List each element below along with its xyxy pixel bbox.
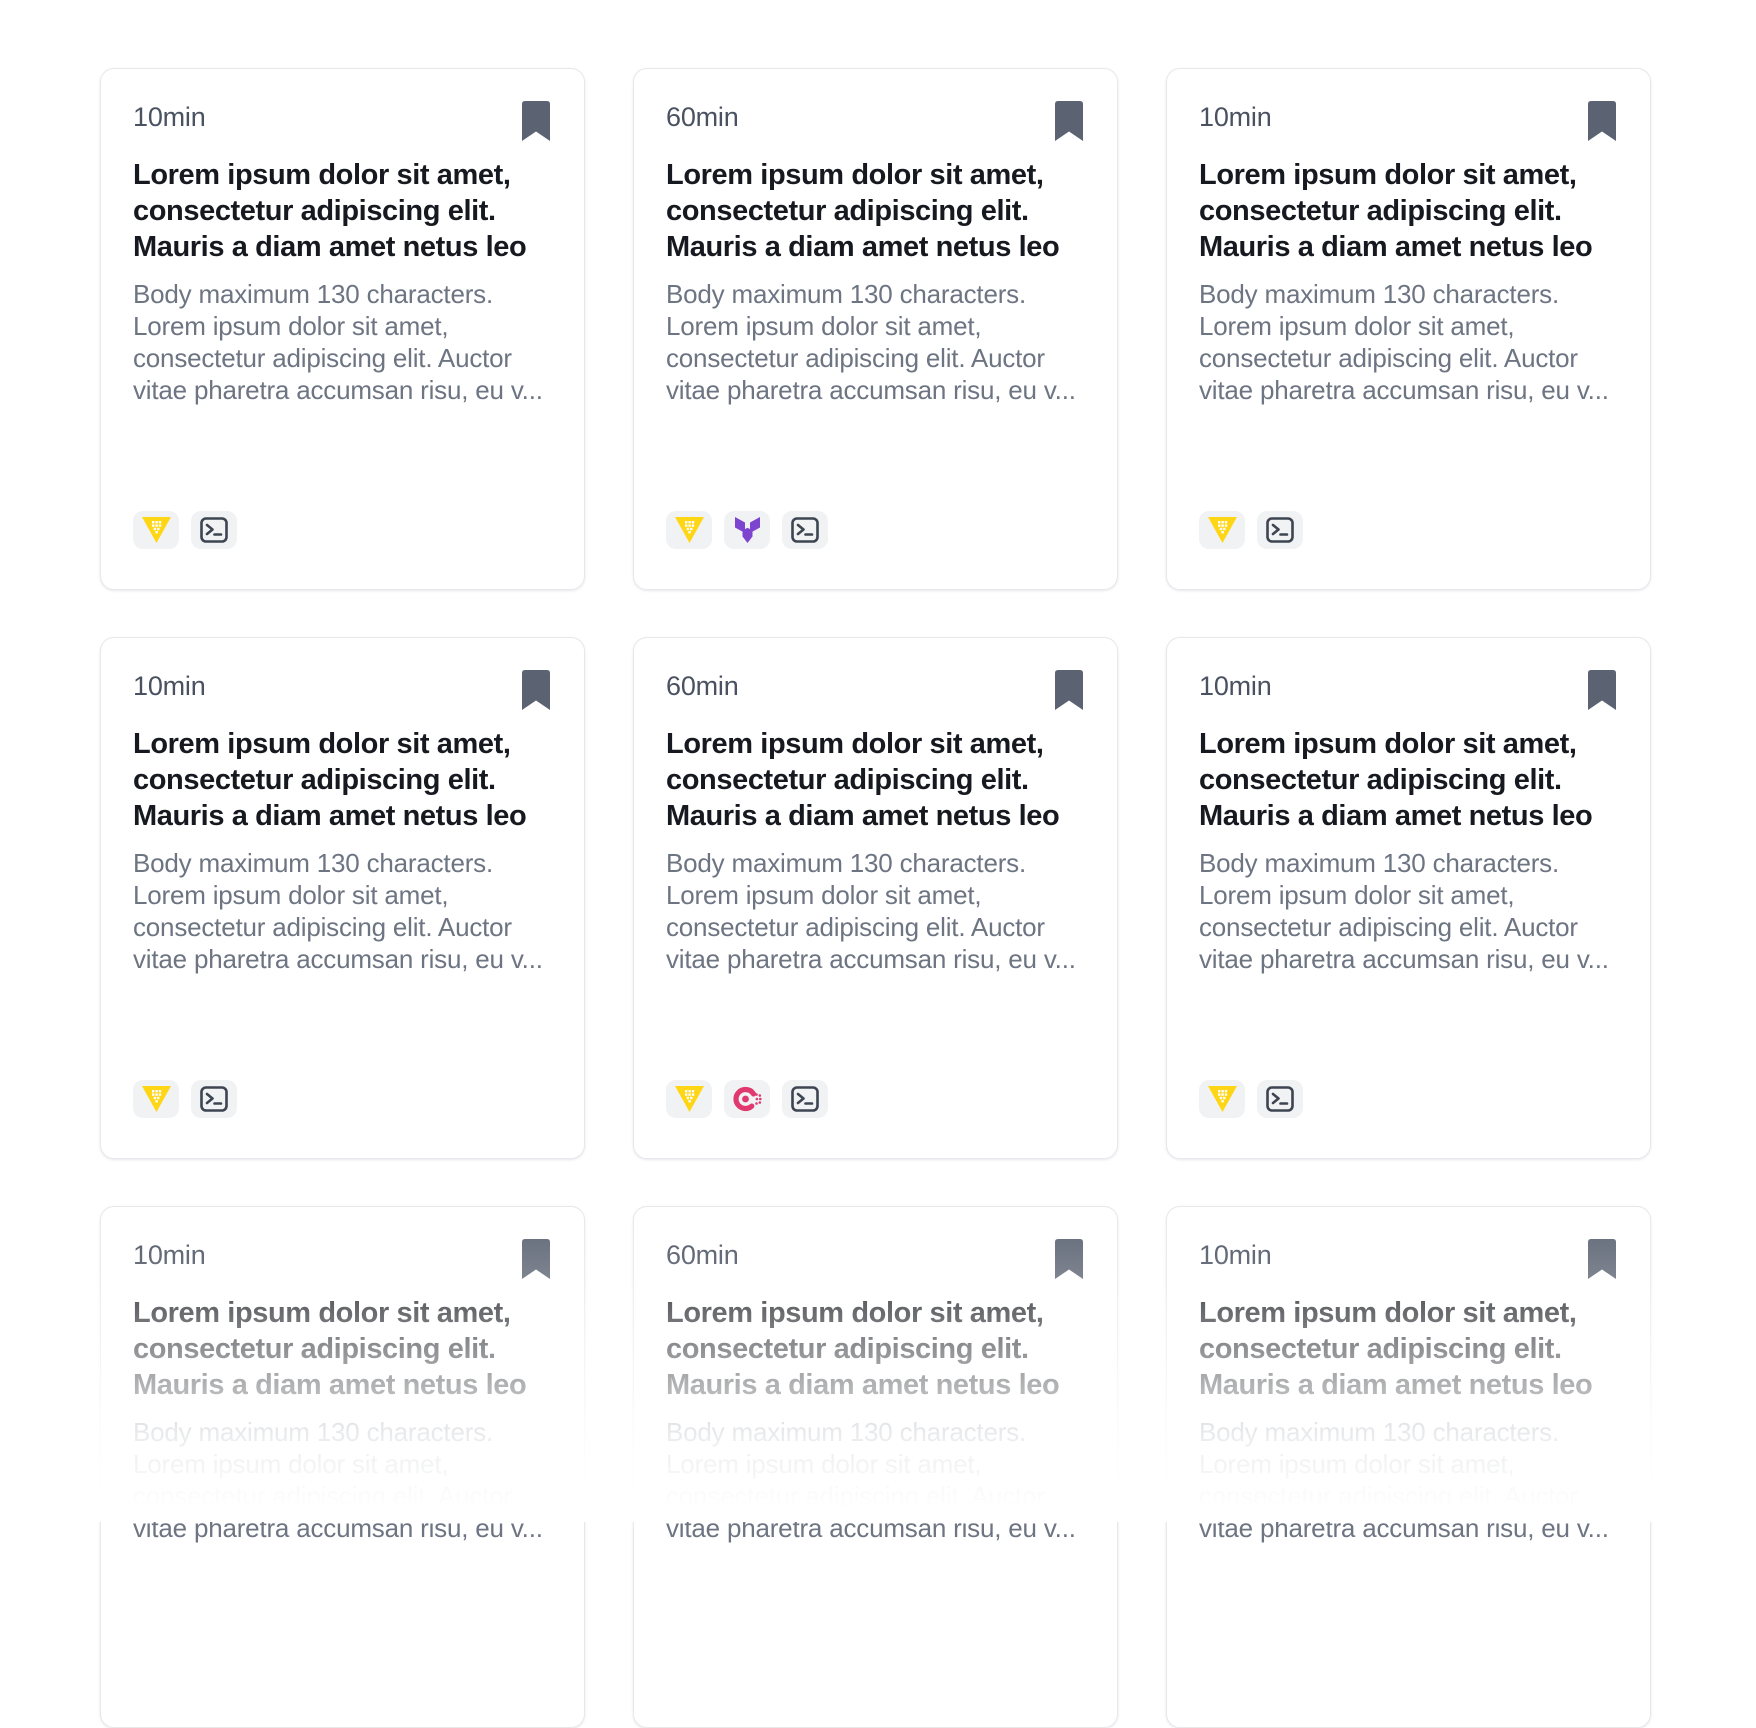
card-body: Body maximum 130 characters. Lorem ipsum…: [666, 279, 1076, 405]
bookmark-icon: [1055, 670, 1083, 710]
instruqt-icon: [141, 1086, 171, 1112]
track-card[interactable]: 10min Lorem ipsum dolor sit amet, consec…: [100, 637, 585, 1159]
terminal-badge: [1257, 511, 1303, 549]
bookmark-button[interactable]: [522, 101, 550, 141]
track-card[interactable]: 60min Lorem ipsum dolor sit amet, consec…: [633, 68, 1118, 590]
terminal-icon: [1266, 1086, 1294, 1112]
card-body: Body maximum 130 characters. Lorem ipsum…: [133, 279, 543, 405]
bookmark-button[interactable]: [1588, 670, 1616, 710]
terraform-badge: [724, 511, 770, 549]
instruqt-icon: [1207, 1086, 1237, 1112]
instruqt-icon: [141, 517, 171, 543]
card-header: 60min: [666, 668, 1085, 712]
card-body: Body maximum 130 characters. Lorem ipsum…: [1199, 279, 1609, 405]
instruqt-badge: [133, 1080, 179, 1118]
card-title: Lorem ipsum dolor sit amet, consectetur …: [133, 159, 527, 263]
duration-label: 10min: [133, 1240, 206, 1270]
bookmark-button[interactable]: [522, 670, 550, 710]
instruqt-badge: [666, 1080, 712, 1118]
bookmark-icon: [522, 1239, 550, 1279]
bookmark-button[interactable]: [1588, 101, 1616, 141]
bookmark-button[interactable]: [522, 1239, 550, 1279]
card-body: Body maximum 130 characters. Lorem ipsum…: [1199, 1417, 1609, 1543]
bookmark-button[interactable]: [1055, 670, 1083, 710]
card-body: Body maximum 130 characters. Lorem ipsum…: [666, 1417, 1076, 1543]
card-title: Lorem ipsum dolor sit amet, consectetur …: [133, 1297, 527, 1401]
instruqt-badge: [133, 511, 179, 549]
track-card[interactable]: 10min Lorem ipsum dolor sit amet, consec…: [100, 1206, 585, 1728]
badge-row: [666, 1080, 1085, 1118]
card-header: 60min: [666, 99, 1085, 143]
duration-label: 10min: [1199, 671, 1272, 701]
duration-label: 60min: [666, 671, 739, 701]
card-header: 10min: [133, 99, 552, 143]
bookmark-button[interactable]: [1588, 1239, 1616, 1279]
terminal-icon: [791, 1086, 819, 1112]
track-card[interactable]: 10min Lorem ipsum dolor sit amet, consec…: [1166, 68, 1651, 590]
bookmark-button[interactable]: [1055, 101, 1083, 141]
instruqt-icon: [674, 517, 704, 543]
bookmark-icon: [522, 101, 550, 141]
card-body: Body maximum 130 characters. Lorem ipsum…: [133, 1417, 543, 1543]
card-header: 10min: [133, 1237, 552, 1281]
track-card[interactable]: 60min Lorem ipsum dolor sit amet, consec…: [633, 637, 1118, 1159]
instruqt-icon: [674, 1086, 704, 1112]
duration-label: 10min: [133, 102, 206, 132]
card-header: 10min: [133, 668, 552, 712]
instruqt-icon: [1207, 517, 1237, 543]
duration-label: 60min: [666, 102, 739, 132]
bookmark-icon: [522, 670, 550, 710]
instruqt-badge: [1199, 511, 1245, 549]
bookmark-icon: [1055, 1239, 1083, 1279]
terminal-badge: [782, 511, 828, 549]
terminal-badge: [1257, 1080, 1303, 1118]
duration-label: 10min: [133, 671, 206, 701]
card-title: Lorem ipsum dolor sit amet, consectetur …: [1199, 159, 1593, 263]
terminal-icon: [200, 517, 228, 543]
card-header: 60min: [666, 1237, 1085, 1281]
badge-row: [133, 1080, 552, 1118]
badge-row: [666, 511, 1085, 549]
card-header: 10min: [1199, 1237, 1618, 1281]
bookmark-icon: [1588, 670, 1616, 710]
card-body: Body maximum 130 characters. Lorem ipsum…: [1199, 848, 1609, 974]
badge-row: [133, 511, 552, 549]
consul-icon: [733, 1086, 762, 1112]
terminal-badge: [191, 511, 237, 549]
duration-label: 10min: [1199, 1240, 1272, 1270]
terminal-icon: [791, 517, 819, 543]
card-title: Lorem ipsum dolor sit amet, consectetur …: [666, 159, 1060, 263]
bookmark-icon: [1588, 101, 1616, 141]
terminal-badge: [782, 1080, 828, 1118]
card-title: Lorem ipsum dolor sit amet, consectetur …: [666, 1297, 1060, 1401]
terminal-icon: [1266, 517, 1294, 543]
card-title: Lorem ipsum dolor sit amet, consectetur …: [133, 728, 527, 832]
track-card[interactable]: 60min Lorem ipsum dolor sit amet, consec…: [633, 1206, 1118, 1728]
card-body: Body maximum 130 characters. Lorem ipsum…: [133, 848, 543, 974]
track-card[interactable]: 10min Lorem ipsum dolor sit amet, consec…: [1166, 1206, 1651, 1728]
terminal-badge: [191, 1080, 237, 1118]
bookmark-icon: [1588, 1239, 1616, 1279]
badge-row: [1199, 1080, 1618, 1118]
card-header: 10min: [1199, 668, 1618, 712]
card-body: Body maximum 130 characters. Lorem ipsum…: [666, 848, 1076, 974]
card-grid: 10min Lorem ipsum dolor sit amet, consec…: [100, 68, 1651, 1728]
terminal-icon: [200, 1086, 228, 1112]
card-title: Lorem ipsum dolor sit amet, consectetur …: [666, 728, 1060, 832]
track-card[interactable]: 10min Lorem ipsum dolor sit amet, consec…: [1166, 637, 1651, 1159]
card-title: Lorem ipsum dolor sit amet, consectetur …: [1199, 1297, 1593, 1401]
instruqt-badge: [1199, 1080, 1245, 1118]
card-title: Lorem ipsum dolor sit amet, consectetur …: [1199, 728, 1593, 832]
instruqt-badge: [666, 511, 712, 549]
duration-label: 60min: [666, 1240, 739, 1270]
terraform-icon: [734, 517, 760, 543]
badge-row: [1199, 511, 1618, 549]
duration-label: 10min: [1199, 102, 1272, 132]
bookmark-icon: [1055, 101, 1083, 141]
track-card[interactable]: 10min Lorem ipsum dolor sit amet, consec…: [100, 68, 585, 590]
bookmark-button[interactable]: [1055, 1239, 1083, 1279]
consul-badge: [724, 1080, 770, 1118]
card-header: 10min: [1199, 99, 1618, 143]
